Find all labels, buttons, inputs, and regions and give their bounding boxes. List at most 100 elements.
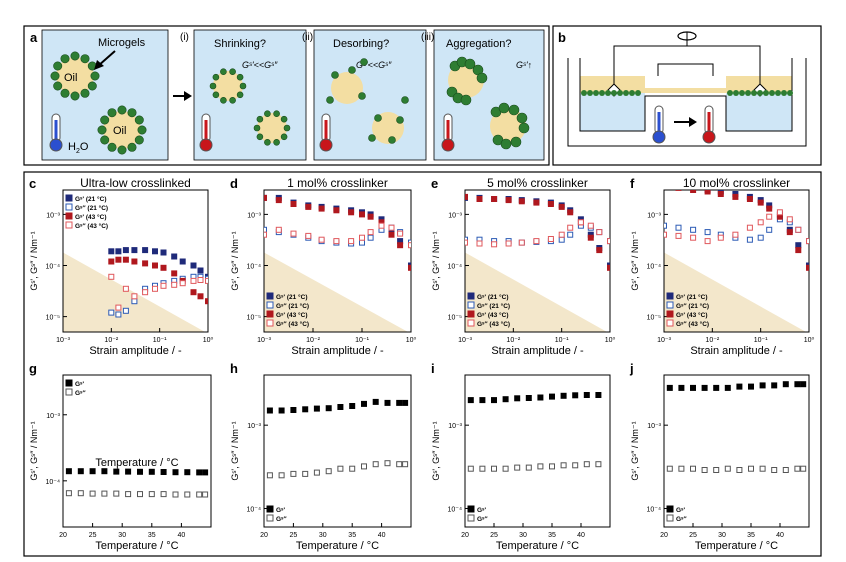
data-point (122, 307, 129, 314)
microgel (629, 90, 635, 96)
microgels-interface (581, 90, 793, 96)
data-point (313, 405, 320, 412)
data-point (108, 273, 115, 280)
microgel (80, 54, 90, 64)
data-point (108, 248, 115, 255)
x-tick-label: 10⁻³ (657, 337, 671, 344)
data-point (313, 469, 320, 476)
data-point (786, 229, 793, 236)
data-point (264, 194, 267, 201)
thermometer-cold-icon (48, 112, 64, 153)
y-axis-label: Gˢ', Gˢ″ / Nm⁻¹ (230, 231, 240, 290)
x-tick-label: 20 (660, 532, 668, 539)
question-desorbing: Desorbing? (333, 38, 389, 50)
data-point (465, 239, 468, 246)
data-point (678, 384, 685, 391)
chart-panel-j: j 20 25 30 35 40 10⁻³ 10⁻⁴ Temperature / °C Gˢ', … (629, 361, 810, 552)
data-point (766, 213, 773, 220)
x-tick-label: 20 (260, 532, 268, 539)
data-point (704, 238, 711, 245)
x-axis-label: Strain amplitude / - (690, 345, 783, 357)
microgel (209, 82, 217, 90)
data-point (587, 222, 594, 229)
x-axis-label: Strain amplitude / - (491, 345, 584, 357)
legend-marker (666, 292, 674, 300)
thermometer-hot-icon-2 (318, 112, 334, 153)
data-point (607, 264, 610, 271)
microgel (253, 124, 261, 132)
legend-entry: Gˢ' (43 °C) (75, 213, 107, 221)
data-point (333, 238, 340, 245)
data-point (476, 240, 483, 247)
microgel (358, 92, 366, 100)
microgel (401, 96, 409, 104)
legend-entry: Gˢ' (43 °C) (276, 311, 308, 319)
legend-marker (266, 319, 274, 327)
data-point (384, 460, 391, 467)
x-tick-label: 25 (89, 532, 97, 539)
thermometer-cold-icon-b (651, 104, 667, 145)
data-point (202, 469, 209, 476)
data-point (596, 229, 603, 236)
legend-marker (467, 319, 475, 327)
legend-entry: Gˢ″ (43 °C) (276, 320, 309, 328)
data-point (795, 242, 802, 249)
microgel (593, 90, 599, 96)
microgel (727, 90, 733, 96)
data-point (701, 384, 708, 391)
data-point (388, 224, 395, 231)
trough-outline (567, 58, 807, 147)
plot-frame (663, 189, 810, 333)
legend-entry: Gˢ' (21 °C) (676, 293, 708, 301)
data-point (359, 239, 365, 246)
x-tick-label: 10⁻² (306, 337, 320, 344)
data-point (502, 396, 509, 403)
data-point (137, 491, 143, 498)
microgel (127, 142, 137, 152)
x-tick-label: 10⁻¹ (153, 337, 167, 344)
data-point (408, 264, 411, 271)
data-point (396, 461, 403, 468)
data-point (302, 406, 309, 413)
y-axis-label: Gˢ', Gˢ″ / Nm⁻¹ (29, 231, 39, 290)
microgel (498, 102, 510, 114)
microgels-arrowhead (94, 60, 104, 70)
data-point (595, 461, 602, 468)
microgel (360, 58, 368, 66)
x-tick-label: 40 (378, 532, 386, 539)
x-axis-label: Temperature / °C (95, 540, 178, 552)
legend-entry: Gˢ″ (477, 516, 488, 523)
legend-entry: Gˢ' (43 °C) (477, 311, 509, 319)
microgel (605, 90, 611, 96)
data-point (560, 462, 567, 469)
rotation-icon (677, 31, 697, 41)
data-point (514, 464, 521, 471)
microgel (220, 68, 227, 75)
data-point (676, 184, 681, 189)
data-point (325, 405, 332, 412)
panel-label-b: b (558, 30, 566, 45)
panel-label-a: a (30, 30, 38, 45)
data-point (333, 207, 340, 214)
data-point (662, 184, 667, 189)
x-tick-label: 10⁻² (705, 337, 719, 344)
data-point (197, 293, 204, 300)
microgel (236, 73, 244, 81)
data-point (583, 461, 590, 468)
oil-droplet-i1 (213, 71, 243, 101)
data-point (378, 222, 385, 229)
data-point (476, 196, 483, 202)
data-point (196, 469, 203, 476)
chart-panel-h: h 20 25 30 35 40 10⁻³ 10⁻⁴ Temperature / °C Gˢ', … (230, 361, 412, 552)
question-shrinking: Shrinking? (214, 38, 266, 50)
data-point (558, 231, 565, 238)
y-tick-label: 10⁻⁵ (46, 315, 60, 322)
y-tick-label: 10⁻⁴ (647, 507, 662, 514)
legend-marker (467, 310, 475, 318)
microgel (388, 136, 396, 144)
data-point (537, 394, 544, 401)
microgel (396, 116, 404, 124)
data-point (361, 463, 367, 470)
data-point (108, 258, 115, 265)
data-point (367, 234, 374, 241)
